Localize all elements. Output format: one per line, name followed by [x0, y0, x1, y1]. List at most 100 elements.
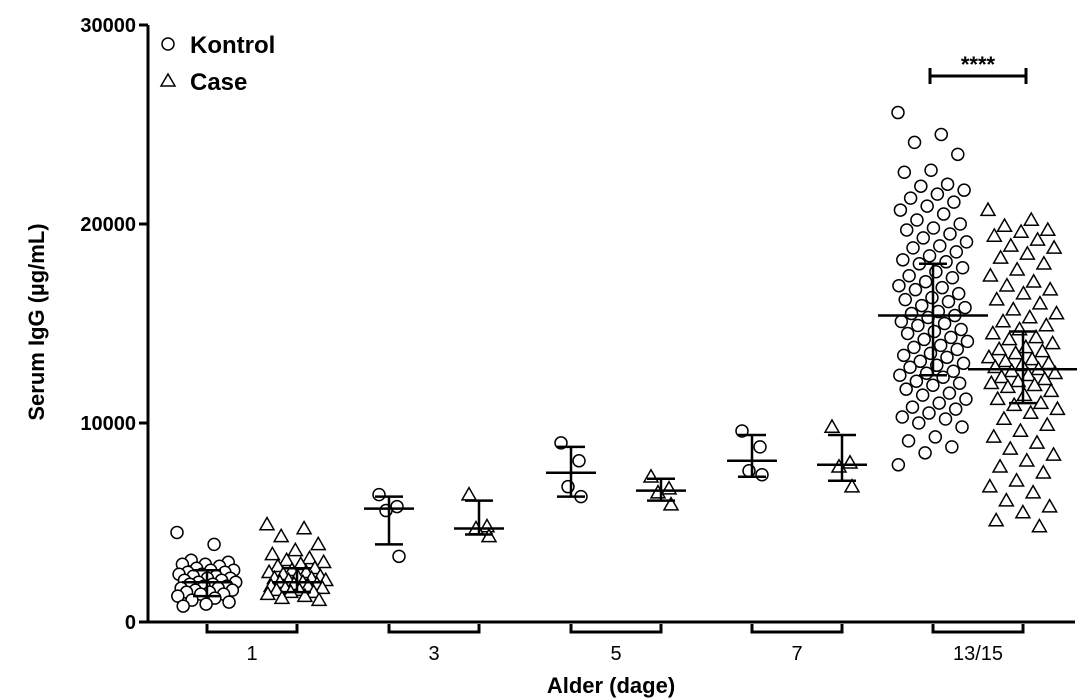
data-point-triangle	[460, 486, 478, 501]
data-point-circle	[907, 135, 922, 150]
data-point-triangle	[1026, 376, 1043, 392]
data-point-triangle	[1035, 464, 1052, 479]
data-point-circle	[951, 286, 966, 301]
data-point-circle	[926, 378, 940, 392]
data-point-triangle	[1031, 517, 1048, 533]
data-point-triangle	[1022, 211, 1040, 227]
data-point-circle	[945, 270, 960, 285]
data-point-circle	[942, 386, 957, 400]
data-point-circle	[959, 392, 973, 406]
data-point-circle	[903, 360, 917, 375]
data-point-triangle	[1028, 434, 1046, 449]
y-axis-title: Serum IgG (µg/mL)	[24, 223, 49, 420]
data-point-circle	[572, 454, 586, 468]
data-point-circle	[899, 382, 913, 396]
data-point-circle	[916, 231, 930, 245]
data-point-triangle	[259, 585, 277, 601]
legend-marker-circle	[161, 37, 175, 51]
points-layer	[170, 105, 1066, 613]
data-point-triangle	[979, 201, 997, 217]
data-point-circle	[926, 221, 941, 235]
data-point-triangle	[986, 227, 1003, 242]
data-point-circle	[897, 165, 912, 180]
data-point-triangle	[315, 553, 332, 569]
data-point-triangle	[1022, 404, 1039, 420]
data-point-triangle	[987, 511, 1005, 527]
data-point-triangle	[1035, 255, 1053, 270]
data-point-circle	[908, 282, 923, 297]
data-point-circle	[960, 334, 975, 349]
data-point-triangle	[985, 428, 1003, 443]
data-point-triangle	[295, 519, 313, 535]
data-point-circle	[955, 261, 970, 275]
data-point-triangle	[982, 267, 999, 282]
data-point-circle	[207, 537, 221, 552]
data-point-triangle	[258, 515, 276, 531]
data-point-circle	[891, 458, 906, 472]
data-point-triangle	[1031, 295, 1049, 310]
data-point-circle	[912, 416, 926, 430]
data-point-circle	[170, 525, 184, 540]
data-point-circle	[895, 410, 910, 424]
data-point-triangle	[1019, 245, 1036, 260]
data-point-triangle	[314, 579, 331, 595]
data-point-triangle	[642, 468, 660, 483]
data-point-circle	[923, 346, 938, 361]
y-tick-label: 20000	[80, 214, 136, 236]
data-point-triangle	[1049, 400, 1066, 416]
data-point-circle	[938, 412, 953, 426]
data-point-triangle	[1025, 273, 1042, 288]
data-point-triangle	[994, 312, 1012, 328]
significance-label: ****	[961, 52, 996, 77]
data-point-circle	[915, 298, 929, 313]
x-tick-label: 5	[610, 643, 621, 665]
category-bracket	[387, 624, 481, 634]
data-point-circle	[920, 199, 934, 213]
data-point-circle	[911, 318, 925, 333]
legend: Kontrol Case	[159, 32, 275, 96]
data-point-circle	[959, 235, 974, 249]
data-point-circle	[199, 597, 213, 611]
data-point-triangle	[1045, 239, 1063, 254]
data-point-triangle	[272, 527, 290, 543]
data-point-circle	[899, 223, 914, 237]
data-point-triangle	[1012, 422, 1029, 437]
data-point-circle	[222, 595, 236, 609]
data-point-triangle	[1048, 305, 1065, 320]
data-point-triangle	[990, 340, 1008, 356]
data-point-triangle	[1018, 452, 1036, 467]
data-point-triangle	[843, 478, 861, 493]
category-bracket	[931, 624, 1025, 634]
data-point-triangle	[1045, 446, 1062, 461]
data-point-triangle	[310, 591, 328, 607]
category-bracket	[569, 624, 663, 634]
data-point-circle	[946, 364, 961, 379]
data-point-triangle	[1009, 372, 1027, 388]
data-point-triangle	[1041, 281, 1059, 296]
data-point-triangle	[992, 249, 1009, 264]
data-point-circle	[955, 420, 969, 434]
data-point-circle	[948, 402, 963, 416]
data-point-triangle	[1015, 285, 1032, 300]
data-point-triangle	[1038, 416, 1056, 431]
data-point-triangle	[1041, 498, 1058, 513]
data-point-triangle	[478, 517, 496, 533]
y-tick-label: 0	[125, 612, 136, 634]
data-point-circle	[950, 342, 964, 357]
data-point-circle	[940, 177, 955, 191]
data-point-circle	[902, 268, 916, 283]
legend-marker-triangle	[159, 72, 177, 87]
data-point-circle	[894, 314, 909, 329]
data-point-triangle	[1042, 382, 1060, 398]
data-point-triangle	[997, 352, 1014, 368]
data-point-circle	[949, 245, 964, 259]
data-point-triangle	[268, 581, 285, 597]
data-point-circle	[914, 179, 928, 193]
data-point-triangle	[278, 551, 295, 567]
category-bracket	[205, 624, 299, 634]
data-point-triangle	[998, 277, 1016, 292]
data-point-circle	[936, 370, 950, 384]
data-point-circle	[944, 330, 958, 345]
data-point-circle	[953, 217, 967, 231]
data-point-circle	[922, 249, 937, 263]
